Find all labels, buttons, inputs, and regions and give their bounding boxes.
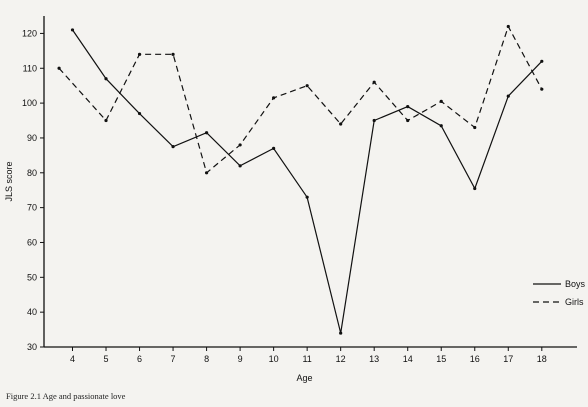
- x-tick-label: 17: [503, 354, 513, 364]
- series-line-boys: [72, 29, 543, 334]
- y-tick-label: 90: [27, 133, 37, 143]
- data-point-girls: [305, 84, 309, 88]
- data-point-girls: [540, 87, 544, 91]
- figure-caption: Figure 2.1 Age and passionate love: [6, 391, 126, 401]
- data-point-boys: [406, 104, 410, 109]
- data-point-boys: [305, 195, 309, 199]
- series-line-girls: [58, 24, 543, 174]
- y-tick-label: 60: [27, 237, 37, 247]
- data-point-boys: [171, 145, 175, 149]
- y-tick-label: 70: [27, 203, 37, 213]
- data-point-boys: [439, 124, 443, 128]
- data-point-girls: [406, 118, 410, 123]
- data-point-boys: [137, 111, 142, 116]
- data-point-girls: [104, 118, 108, 123]
- x-tick-label: 6: [137, 354, 142, 364]
- series-layer: [57, 24, 544, 335]
- axes: 30 40 50 60 70 80 90 100 110 120 4 5 6 7 8 9 10 11 12 13 14 1…: [4, 16, 577, 383]
- data-point-boys: [540, 59, 544, 63]
- data-point-boys: [204, 131, 209, 135]
- y-axis-title: JLS score: [4, 161, 14, 201]
- data-point-boys: [238, 164, 242, 168]
- x-tick-label: 14: [403, 354, 413, 364]
- data-point-boys: [506, 94, 510, 98]
- data-point-girls: [439, 99, 443, 103]
- data-point-girls: [204, 171, 209, 175]
- data-point-boys: [372, 118, 376, 123]
- data-point-girls: [506, 24, 510, 29]
- data-point-girls: [57, 66, 61, 70]
- x-tick-label: 16: [470, 354, 480, 364]
- data-point-boys: [339, 331, 343, 335]
- data-point-boys: [104, 77, 108, 81]
- data-point-girls: [339, 122, 343, 126]
- x-tick-label: 4: [70, 354, 75, 364]
- legend-label-boys: Boys: [565, 279, 586, 289]
- x-axis-title: Age: [296, 373, 312, 383]
- x-tick-label: 5: [104, 354, 109, 364]
- data-point-girls: [238, 143, 242, 147]
- x-tick-label: 8: [204, 354, 209, 364]
- y-tick-label: 100: [22, 98, 37, 108]
- data-point-boys: [70, 28, 75, 32]
- data-point-girls: [137, 52, 142, 56]
- data-point-boys: [473, 186, 477, 191]
- x-tick-label: 10: [269, 354, 279, 364]
- data-point-girls: [272, 96, 276, 100]
- x-tick-label: 13: [369, 354, 379, 364]
- x-tick-label: 12: [336, 354, 346, 364]
- x-tick-label: 9: [238, 354, 243, 364]
- legend: Boys Girls: [533, 279, 586, 307]
- y-tick-label: 110: [23, 63, 37, 73]
- x-tick-label: 18: [537, 354, 547, 364]
- legend-label-girls: Girls: [565, 297, 584, 307]
- x-tick-label: 15: [436, 354, 446, 364]
- y-tick-label: 50: [27, 272, 37, 282]
- data-point-girls: [171, 52, 175, 56]
- x-tick-label: 11: [302, 354, 311, 364]
- y-tick-label: 40: [27, 307, 37, 317]
- data-point-girls: [473, 125, 477, 130]
- x-tick-label: 7: [171, 354, 176, 364]
- y-tick-label: 30: [27, 342, 37, 352]
- y-tick-label: 120: [22, 28, 37, 38]
- data-point-girls: [372, 80, 376, 84]
- data-point-boys: [272, 146, 276, 150]
- y-tick-label: 80: [27, 168, 37, 178]
